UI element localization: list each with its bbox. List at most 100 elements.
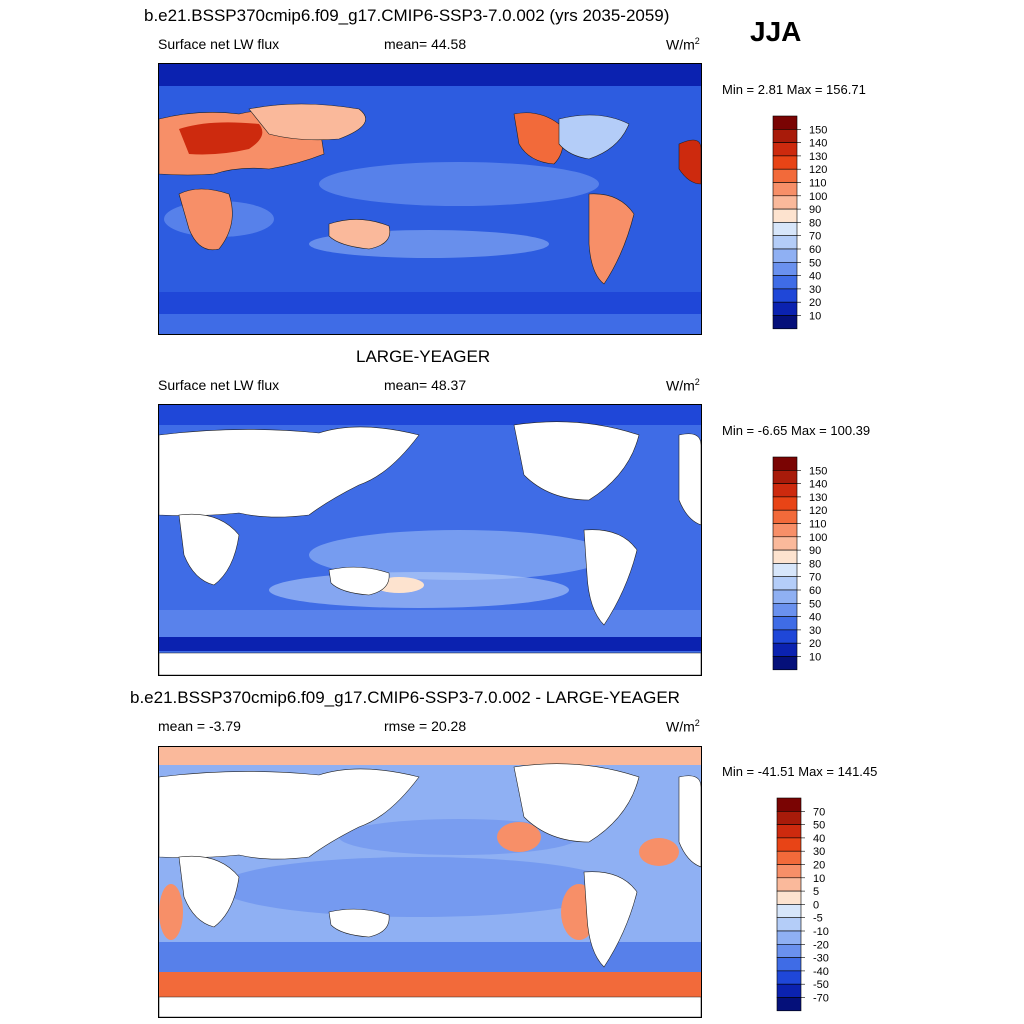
panel3-benguela-warm (159, 884, 183, 940)
colorbar-tick-label: -5 (813, 913, 823, 925)
panel1-units: W/m2 (666, 36, 700, 53)
colorbar-swatch (776, 997, 802, 1012)
colorbar-tick-label: -70 (813, 993, 829, 1005)
panel2-title: LARGE-YEAGER (356, 347, 491, 366)
colorbar-swatch (772, 208, 798, 223)
panel1-mean-label: mean= 44.58 (384, 36, 467, 52)
panel1-map-svg (159, 64, 701, 334)
colorbar-tick-label: 110 (809, 519, 827, 531)
colorbar-swatch (772, 222, 798, 237)
panel3-minmax: Min = -41.51 Max = 141.45 (722, 764, 878, 779)
panel3-africa (178, 855, 240, 928)
colorbar-swatch (772, 629, 798, 644)
colorbar-swatch (776, 850, 802, 865)
panel3-north-america (513, 763, 640, 843)
colorbar-swatch (772, 142, 798, 157)
colorbar-tick-label: -20 (813, 939, 829, 951)
colorbar-swatch (776, 930, 802, 945)
colorbar-tick-label: -50 (813, 979, 829, 991)
colorbar-tick-label: 70 (809, 572, 821, 584)
panel3-tropical-band (219, 857, 619, 917)
panel2-arctic-band (159, 405, 701, 425)
panel2-units: W/m2 (666, 377, 700, 394)
colorbar-tick-label: 20 (809, 638, 821, 650)
colorbar-swatch (772, 315, 798, 330)
colorbar-tick-label: 30 (809, 284, 821, 296)
panel1-minmax: Min = 2.81 Max = 156.71 (722, 82, 866, 97)
colorbar-swatch (776, 797, 802, 812)
colorbar-tick-label: 120 (809, 505, 827, 517)
panel3-california-warm (497, 822, 541, 852)
colorbar-tick-label: 30 (813, 846, 825, 858)
colorbar-tick-label: 70 (809, 231, 821, 243)
colorbar-swatch (772, 642, 798, 657)
colorbar-tick-label: 130 (809, 151, 827, 163)
colorbar-tick-label: 100 (809, 191, 827, 203)
colorbar-swatch (772, 301, 798, 316)
panel1-arctic-band (159, 64, 701, 86)
panel1-sahara (179, 122, 263, 155)
panel2-australia (328, 566, 390, 596)
colorbar-swatch (772, 129, 798, 143)
colorbar-tick-label: -40 (813, 966, 829, 978)
panel2-africa (178, 513, 240, 586)
panel1-map (158, 63, 702, 335)
panel2-north-america (513, 421, 640, 501)
colorbar-swatch (772, 182, 798, 197)
colorbar-tick-label: 40 (809, 271, 821, 283)
colorbar-swatch (772, 576, 798, 591)
colorbar-swatch (776, 917, 802, 932)
panel3-units: W/m2 (666, 718, 700, 735)
colorbar-swatch (772, 603, 798, 617)
panel3-arctic-band (159, 747, 701, 765)
colorbar-tick-label: 20 (813, 860, 825, 872)
panel1-north-america-west (513, 112, 564, 165)
panel2-southern-deep-band (159, 637, 701, 651)
panel1-south-africa (178, 188, 233, 251)
colorbar-swatch (772, 523, 798, 538)
colorbar-swatch (772, 616, 798, 631)
panel3-title: b.e21.BSSP370cmip6.f09_g17.CMIP6-SSP3-7.… (130, 688, 680, 707)
colorbar-swatch (776, 904, 802, 919)
colorbar-tick-label: -30 (813, 953, 829, 965)
colorbar-swatch (772, 288, 798, 303)
panel2-colorbar: 150 140 130 120 110 100 90 80 70 60 50 40 30 20 10 (772, 456, 853, 671)
panel2-southern-band (159, 610, 701, 640)
colorbar-swatch (776, 824, 802, 839)
panel2-mean-label: mean= 48.37 (384, 377, 467, 393)
colorbar-tick-label: 110 (809, 178, 827, 190)
panel3-antarctica (159, 996, 701, 1017)
colorbar-tick-label: 30 (809, 625, 821, 637)
colorbar-tick-label: 60 (809, 585, 821, 597)
colorbar-tick-label: 130 (809, 492, 827, 504)
panel2-south-pacific-band (269, 572, 569, 608)
colorbar-swatch (772, 483, 798, 498)
colorbar-swatch (776, 970, 802, 985)
colorbar-tick-label: 150 (809, 465, 827, 477)
panel2-antarctica (159, 652, 701, 675)
panel2-map-svg (159, 405, 701, 675)
colorbar-tick-label: 50 (809, 257, 821, 269)
colorbar-swatch (772, 168, 798, 183)
colorbar-swatch (772, 509, 798, 524)
panel3-rmse-label: rmse = 20.28 (384, 718, 467, 734)
colorbar-swatch (776, 811, 802, 825)
panel3-canary-warm (639, 838, 679, 866)
panel1-colorbar: 150 140 130 120 110 100 90 80 70 60 50 40 30 20 10 (772, 115, 853, 330)
panel2-south-america (583, 529, 638, 626)
panel3-antarctic-warm-band (159, 972, 701, 997)
colorbar-tick-label: 50 (813, 820, 825, 832)
colorbar-swatch (772, 262, 798, 276)
panel1-north-america-east (558, 114, 630, 160)
panel2-minmax: Min = -6.65 Max = 100.39 (722, 423, 871, 438)
panel1-variable-label: Surface net LW flux (158, 36, 280, 52)
panel1-south-america (588, 193, 635, 285)
panel3-colorbar: 70 50 40 30 20 10 5 0 -5 -10 -20 -30 -40 -50 -70 (776, 797, 857, 1012)
colorbar-tick-label: 90 (809, 204, 821, 216)
panel1-australia (328, 219, 391, 250)
panel3-southern-band (159, 942, 701, 972)
colorbar-swatch (772, 155, 798, 170)
